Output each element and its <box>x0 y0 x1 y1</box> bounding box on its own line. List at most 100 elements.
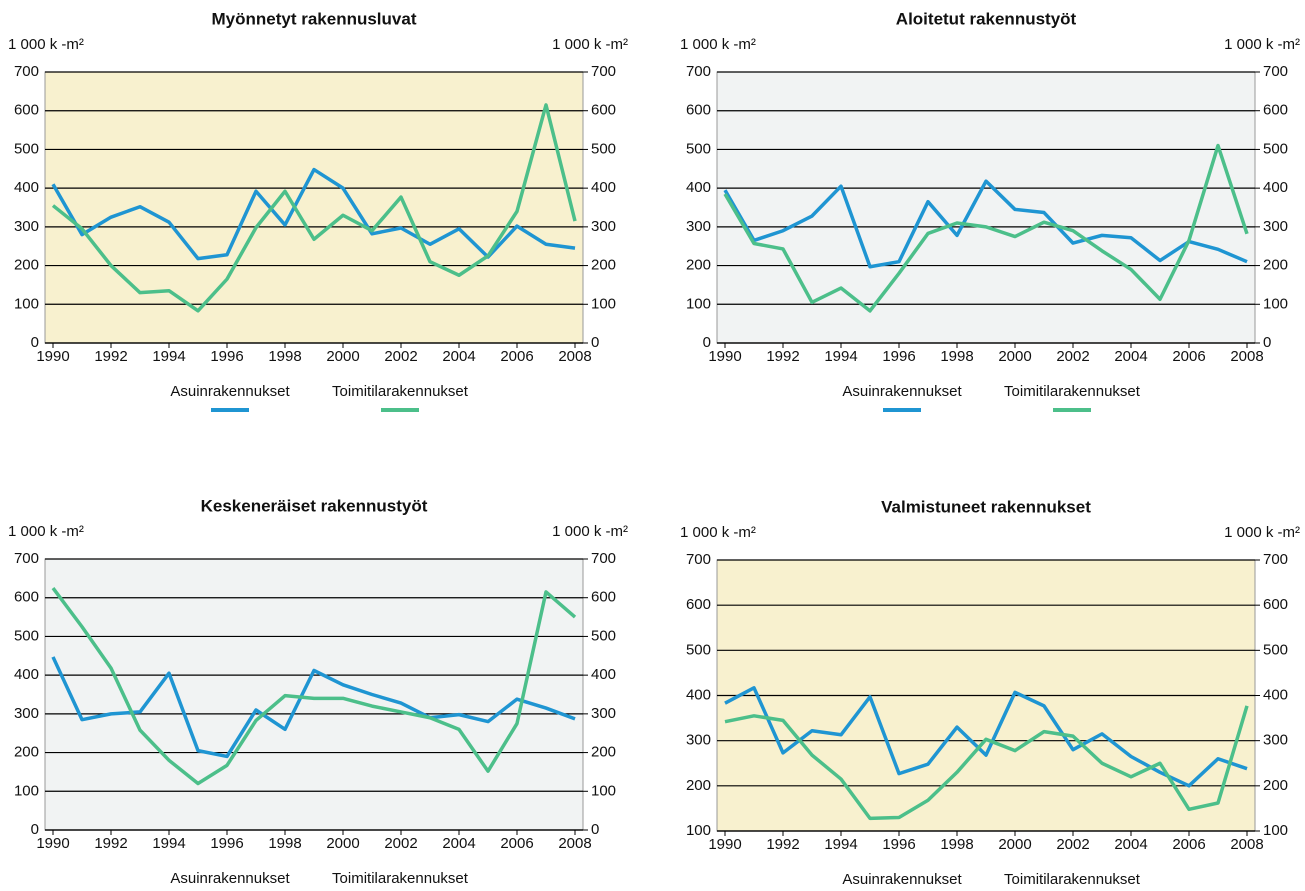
y-tick-label: 300 <box>686 218 711 235</box>
x-tick-label: 1992 <box>94 348 127 365</box>
y2-tick-label: 500 <box>1263 140 1288 157</box>
legend-label: Asuinrakennukset <box>170 870 290 887</box>
chart-title: Myönnetyt rakennusluvat <box>212 9 417 28</box>
x-tick-label: 2008 <box>558 835 591 852</box>
y2-tick-label: 400 <box>591 666 616 683</box>
y-tick-label: 300 <box>686 732 711 749</box>
y2-tick-label: 400 <box>1263 179 1288 196</box>
y2-tick-label: 100 <box>1263 295 1288 312</box>
x-tick-label: 2002 <box>1056 836 1089 853</box>
y-tick-label: 500 <box>686 140 711 157</box>
y2-axis-label: 1 000 k -m² <box>1224 524 1300 541</box>
y2-tick-label: 500 <box>591 627 616 644</box>
y2-tick-label: 600 <box>591 102 616 119</box>
data-line <box>723 179 1248 269</box>
legend-label: Toimitilarakennukset <box>332 870 469 887</box>
data-line <box>723 143 1249 313</box>
y2-tick-label: 300 <box>1263 218 1288 235</box>
y-tick-label: 200 <box>686 257 711 274</box>
chart-title: Keskeneräiset rakennustyöt <box>201 496 428 515</box>
y2-tick-label: 100 <box>1263 822 1288 839</box>
y-tick-label: 700 <box>14 63 39 80</box>
y-tick-label: 400 <box>686 686 711 703</box>
x-tick-label: 2006 <box>1172 836 1205 853</box>
y-tick-label: 200 <box>14 744 39 761</box>
x-tick-label: 1990 <box>708 348 741 365</box>
x-tick-label: 1990 <box>36 835 69 852</box>
x-tick-label: 2002 <box>384 348 417 365</box>
y2-tick-label: 300 <box>591 218 616 235</box>
x-tick-label: 1996 <box>882 836 915 853</box>
legend-label: Asuinrakennukset <box>842 383 962 400</box>
y2-tick-label: 300 <box>1263 732 1288 749</box>
x-tick-label: 2002 <box>1056 348 1089 365</box>
y2-tick-label: 700 <box>1263 63 1288 80</box>
y-tick-label: 0 <box>31 334 39 351</box>
y-tick-label: 300 <box>14 705 39 722</box>
data-line <box>724 705 1249 821</box>
y2-tick-label: 600 <box>1263 596 1288 613</box>
y-tick-label: 100 <box>14 782 39 799</box>
y2-tick-label: 100 <box>591 295 616 312</box>
y2-axis-label: 1 000 k -m² <box>1224 36 1300 53</box>
y-tick-label: 700 <box>14 550 39 567</box>
y-tick-label: 100 <box>686 295 711 312</box>
y-tick-label: 700 <box>686 63 711 80</box>
y2-tick-label: 300 <box>591 705 616 722</box>
y2-tick-label: 100 <box>591 782 616 799</box>
y-axis-label: 1 000 k -m² <box>8 36 84 53</box>
x-tick-label: 2002 <box>384 835 417 852</box>
data-line <box>51 586 577 786</box>
y2-tick-label: 0 <box>591 334 599 351</box>
y2-tick-label: 200 <box>1263 777 1288 794</box>
data-line <box>51 656 576 759</box>
x-tick-label: 2008 <box>1230 836 1263 853</box>
y-tick-label: 200 <box>14 257 39 274</box>
x-tick-label: 2006 <box>1172 348 1205 365</box>
y-tick-label: 300 <box>14 218 39 235</box>
y2-tick-label: 500 <box>1263 641 1288 658</box>
x-tick-label: 2000 <box>326 348 359 365</box>
y-axis-label: 1 000 k -m² <box>680 36 756 53</box>
legend-label: Toimitilarakennukset <box>332 383 469 400</box>
y2-tick-label: 200 <box>591 744 616 761</box>
y-tick-label: 0 <box>31 821 39 838</box>
y2-tick-label: 200 <box>1263 257 1288 274</box>
plot-background <box>44 71 584 344</box>
x-tick-label: 1998 <box>940 836 973 853</box>
plot-background <box>716 71 1256 344</box>
x-tick-label: 1998 <box>268 835 301 852</box>
data-line <box>51 103 577 313</box>
y2-tick-label: 0 <box>591 821 599 838</box>
y-tick-label: 500 <box>686 641 711 658</box>
x-tick-label: 1994 <box>824 348 857 365</box>
x-tick-label: 1994 <box>152 348 185 365</box>
y-axis-label: 1 000 k -m² <box>680 524 756 541</box>
legend-label: Asuinrakennukset <box>842 871 962 888</box>
x-tick-label: 1996 <box>210 835 243 852</box>
y2-tick-label: 600 <box>1263 102 1288 119</box>
x-tick-label: 2004 <box>442 348 475 365</box>
y2-tick-label: 400 <box>591 179 616 196</box>
y-tick-label: 100 <box>686 822 711 839</box>
y-tick-label: 0 <box>703 334 711 351</box>
y-tick-label: 400 <box>14 666 39 683</box>
x-tick-label: 1996 <box>210 348 243 365</box>
x-tick-label: 1992 <box>94 835 127 852</box>
y-tick-label: 600 <box>686 596 711 613</box>
x-tick-label: 1998 <box>268 348 301 365</box>
x-tick-label: 2006 <box>500 348 533 365</box>
x-tick-label: 1992 <box>766 836 799 853</box>
y2-axis-label: 1 000 k -m² <box>552 36 628 53</box>
y-tick-label: 500 <box>14 627 39 644</box>
x-tick-label: 2004 <box>1114 348 1147 365</box>
x-tick-label: 2006 <box>500 835 533 852</box>
y-axis-label: 1 000 k -m² <box>8 523 84 540</box>
y2-tick-label: 200 <box>591 257 616 274</box>
y-tick-label: 600 <box>14 102 39 119</box>
x-tick-label: 1990 <box>36 348 69 365</box>
y2-tick-label: 0 <box>1263 334 1271 351</box>
plot-background <box>44 558 584 831</box>
y2-axis-label: 1 000 k -m² <box>552 523 628 540</box>
y2-tick-label: 500 <box>591 140 616 157</box>
